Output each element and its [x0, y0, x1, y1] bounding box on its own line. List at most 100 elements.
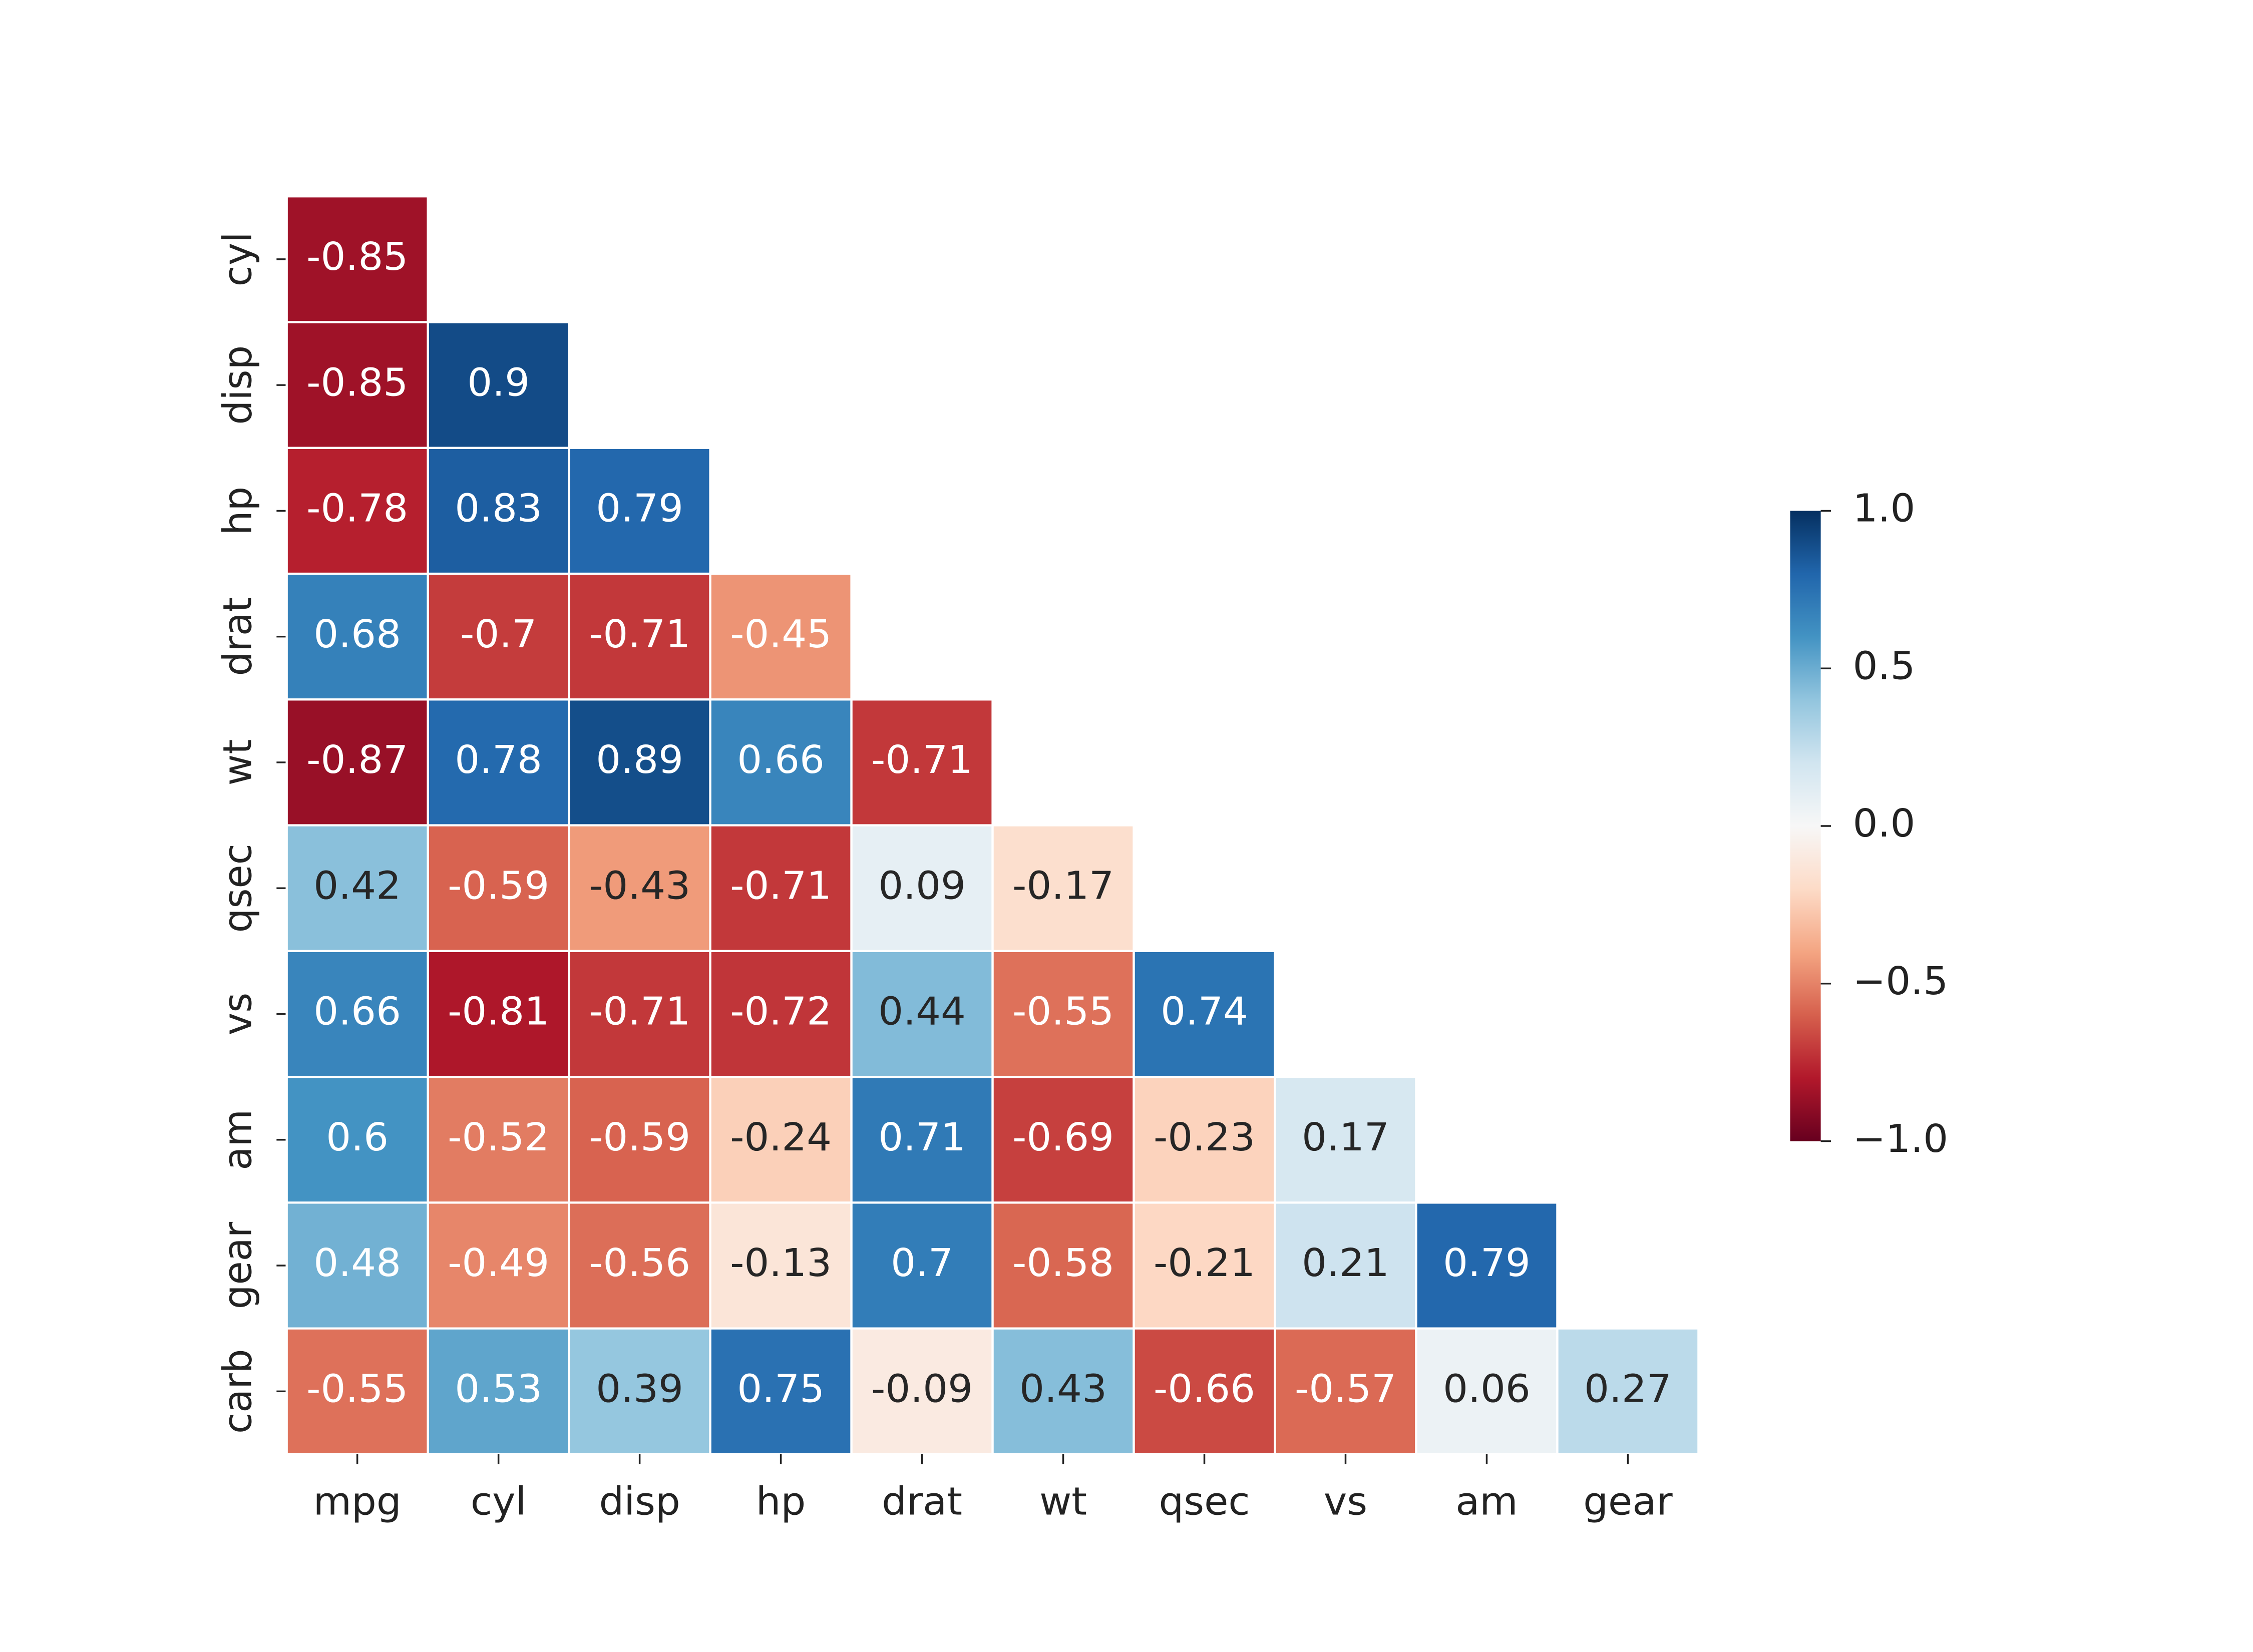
cell-label: 0.39 [596, 1367, 683, 1411]
cell-label: 0.71 [878, 1115, 966, 1160]
cell-label: -0.87 [306, 738, 408, 782]
cell-label: -0.49 [448, 1241, 549, 1286]
cell-label: -0.09 [871, 1367, 973, 1411]
heat-cell [285, 1075, 429, 1204]
colorbar [1790, 511, 1821, 1141]
cell-label: -0.81 [448, 990, 549, 1034]
heat-cell [427, 1327, 570, 1456]
cell-label: -0.56 [589, 1241, 690, 1286]
cell-label: -0.85 [306, 360, 408, 405]
heat-cell [1415, 1201, 1559, 1330]
heat-cell [1415, 1327, 1559, 1456]
cell-label: -0.59 [589, 1115, 690, 1160]
cell-label: -0.24 [730, 1115, 832, 1160]
y-tick-label: disp [215, 345, 261, 425]
heat-cell [709, 572, 853, 701]
cell-label: -0.71 [589, 612, 690, 657]
cell-label: -0.23 [1154, 1115, 1255, 1160]
cell-label: -0.69 [1012, 1115, 1114, 1160]
x-tick-label: mpg [313, 1479, 402, 1524]
cell-label: 0.66 [737, 738, 825, 782]
cell-label: -0.21 [1154, 1241, 1255, 1286]
cell-label: 0.6 [326, 1115, 389, 1160]
cell-label: 0.78 [455, 738, 542, 782]
x-tick-label: am [1455, 1479, 1518, 1524]
y-tick-label: am [215, 1109, 261, 1170]
cell-label: 0.48 [313, 1241, 401, 1286]
colorbar-tick-label: 0.0 [1853, 801, 1916, 846]
heat-cell [285, 1327, 429, 1456]
cell-label: 0.53 [455, 1367, 542, 1411]
cell-label: -0.71 [589, 990, 690, 1034]
y-tick-label: qsec [215, 844, 261, 933]
cell-label: 0.79 [1443, 1241, 1531, 1286]
heat-cell [709, 1075, 853, 1204]
heat-cell [427, 1201, 570, 1330]
heat-cell [568, 824, 711, 952]
y-tick-label: wt [215, 739, 261, 786]
heat-cell [1133, 1327, 1276, 1456]
cell-label: 0.27 [1584, 1367, 1672, 1411]
cell-label: -0.71 [730, 864, 832, 908]
cell-label: 0.7 [891, 1241, 953, 1286]
heat-cell [991, 824, 1135, 952]
cell-label: -0.55 [1012, 990, 1114, 1034]
heat-cell [1133, 1075, 1276, 1204]
cell-label: 0.66 [313, 990, 401, 1034]
cell-label: -0.78 [306, 486, 408, 531]
heat-cell [1274, 1327, 1417, 1456]
cell-label: -0.17 [1012, 864, 1114, 908]
cell-label: 0.68 [313, 612, 401, 657]
cell-label: 0.79 [596, 486, 683, 531]
cell-label: 0.89 [596, 738, 683, 782]
cell-label: 0.17 [1302, 1115, 1389, 1160]
cell-label: 0.75 [737, 1367, 825, 1411]
cell-label: -0.57 [1295, 1367, 1396, 1411]
x-tick-label: qsec [1159, 1479, 1250, 1524]
cell-label: -0.45 [730, 612, 832, 657]
x-tick-label: gear [1583, 1479, 1673, 1524]
cell-label: 0.09 [878, 864, 966, 908]
y-tick-label: hp [215, 487, 261, 535]
heat-cell [568, 572, 711, 701]
x-tick-label: hp [756, 1479, 806, 1524]
heat-cell [1556, 1327, 1700, 1456]
y-tick-label: cyl [215, 232, 261, 286]
x-tick-label: wt [1039, 1479, 1087, 1524]
heat-cell [991, 1075, 1135, 1204]
heat-cell [427, 321, 570, 449]
y-tick-label: vs [215, 993, 261, 1035]
cell-label: -0.55 [306, 1367, 408, 1411]
colorbar-tick-label: −0.5 [1853, 959, 1949, 1004]
colorbar-tick-label: 1.0 [1853, 486, 1916, 531]
cell-label: -0.13 [730, 1241, 832, 1286]
colorbar-tick-label: 0.5 [1853, 644, 1916, 688]
x-tick-label: disp [599, 1479, 680, 1524]
y-tick-label: drat [215, 597, 261, 676]
x-tick-label: cyl [471, 1479, 526, 1524]
heat-cell [427, 824, 570, 952]
cell-label: 0.9 [467, 360, 530, 405]
heat-cell [1274, 1075, 1417, 1204]
x-tick-label: vs [1324, 1479, 1367, 1524]
heat-cell [427, 950, 570, 1078]
cell-label: -0.72 [730, 990, 832, 1034]
heat-cell [1133, 950, 1276, 1078]
cell-label: 0.06 [1443, 1367, 1531, 1411]
y-tick-label: gear [215, 1222, 261, 1310]
cell-label: -0.43 [589, 864, 690, 908]
colorbar-tick-label: −1.0 [1853, 1117, 1949, 1161]
heat-cell [850, 698, 994, 827]
heat-cell [991, 1327, 1135, 1456]
heat-cell [568, 698, 711, 827]
cell-label: -0.59 [448, 864, 549, 908]
heat-cell [285, 321, 429, 449]
cell-label: -0.66 [1154, 1367, 1255, 1411]
cell-label: 0.74 [1161, 990, 1248, 1034]
heat-cell [709, 1327, 853, 1456]
cell-label: -0.52 [448, 1115, 549, 1160]
cell-label: 0.83 [455, 486, 542, 531]
cell-label: 0.43 [1019, 1367, 1107, 1411]
heat-cell [850, 1075, 994, 1204]
